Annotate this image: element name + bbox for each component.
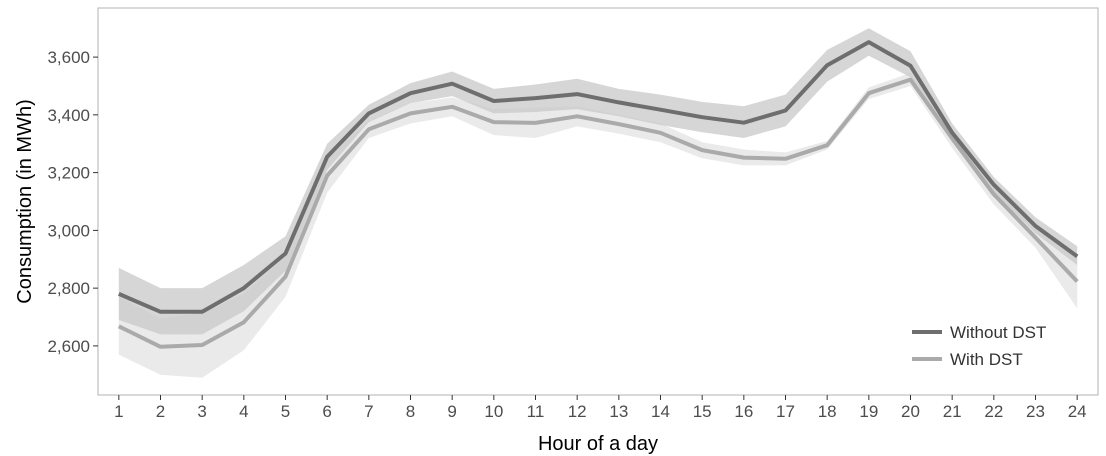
plot-panel-border — [97, 7, 1099, 396]
x-axis-title: Hour of a day — [538, 433, 658, 455]
y-tick-label: 3,000 — [47, 221, 90, 240]
x-tick-label: 17 — [776, 402, 795, 421]
x-tick-label: 14 — [651, 402, 670, 421]
x-tick-label: 10 — [484, 402, 503, 421]
y-tick-label: 3,600 — [47, 48, 90, 67]
x-tick-label: 16 — [734, 402, 753, 421]
y-tick-label: 2,800 — [47, 279, 90, 298]
confidence-band-with-dst — [118, 73, 1078, 378]
series-line-without-dst — [118, 40, 1079, 314]
x-tick-label: 11 — [527, 402, 545, 421]
x-tick-label: 5 — [281, 402, 290, 421]
x-tick-label: 24 — [1068, 402, 1087, 421]
y-axis-title: Consumption (in MWh) — [14, 99, 36, 304]
x-tick-label: 8 — [406, 402, 415, 421]
x-tick-label: 7 — [364, 402, 373, 421]
x-tick-label: 13 — [609, 402, 628, 421]
y-axis: 2,600 2,800 3,000 3,200 3,400 3,600 — [47, 48, 98, 356]
series-lines — [117, 40, 1079, 349]
y-tick-label: 2,600 — [47, 337, 90, 356]
x-tick-label: 1 — [114, 402, 123, 421]
x-tick-label: 4 — [239, 402, 248, 421]
x-tick-label: 21 — [943, 402, 962, 421]
series-line-with-dst — [117, 77, 1079, 349]
x-tick-label: 9 — [447, 402, 456, 421]
legend: Without DST With DST — [912, 323, 1046, 369]
x-tick-label: 12 — [568, 402, 587, 421]
x-tick-label: 20 — [901, 402, 920, 421]
y-tick-label: 3,400 — [47, 106, 90, 125]
legend-label-with-dst: With DST — [950, 350, 1023, 369]
x-tick-label: 23 — [1026, 402, 1045, 421]
x-tick-label: 2 — [156, 402, 165, 421]
x-tick-label: 18 — [818, 402, 837, 421]
legend-label-without-dst: Without DST — [950, 323, 1046, 342]
x-tick-label: 3 — [197, 402, 206, 421]
x-tick-label: 6 — [322, 402, 331, 421]
x-tick-label: 19 — [859, 402, 878, 421]
y-tick-label: 3,200 — [47, 164, 90, 183]
x-tick-label: 15 — [693, 402, 712, 421]
x-axis: 1 2 3 4 5 6 7 8 9 10 11 12 13 14 15 16 17 18 19 20 21 22 23 24 — [114, 395, 1087, 421]
x-tick-label: 22 — [984, 402, 1003, 421]
